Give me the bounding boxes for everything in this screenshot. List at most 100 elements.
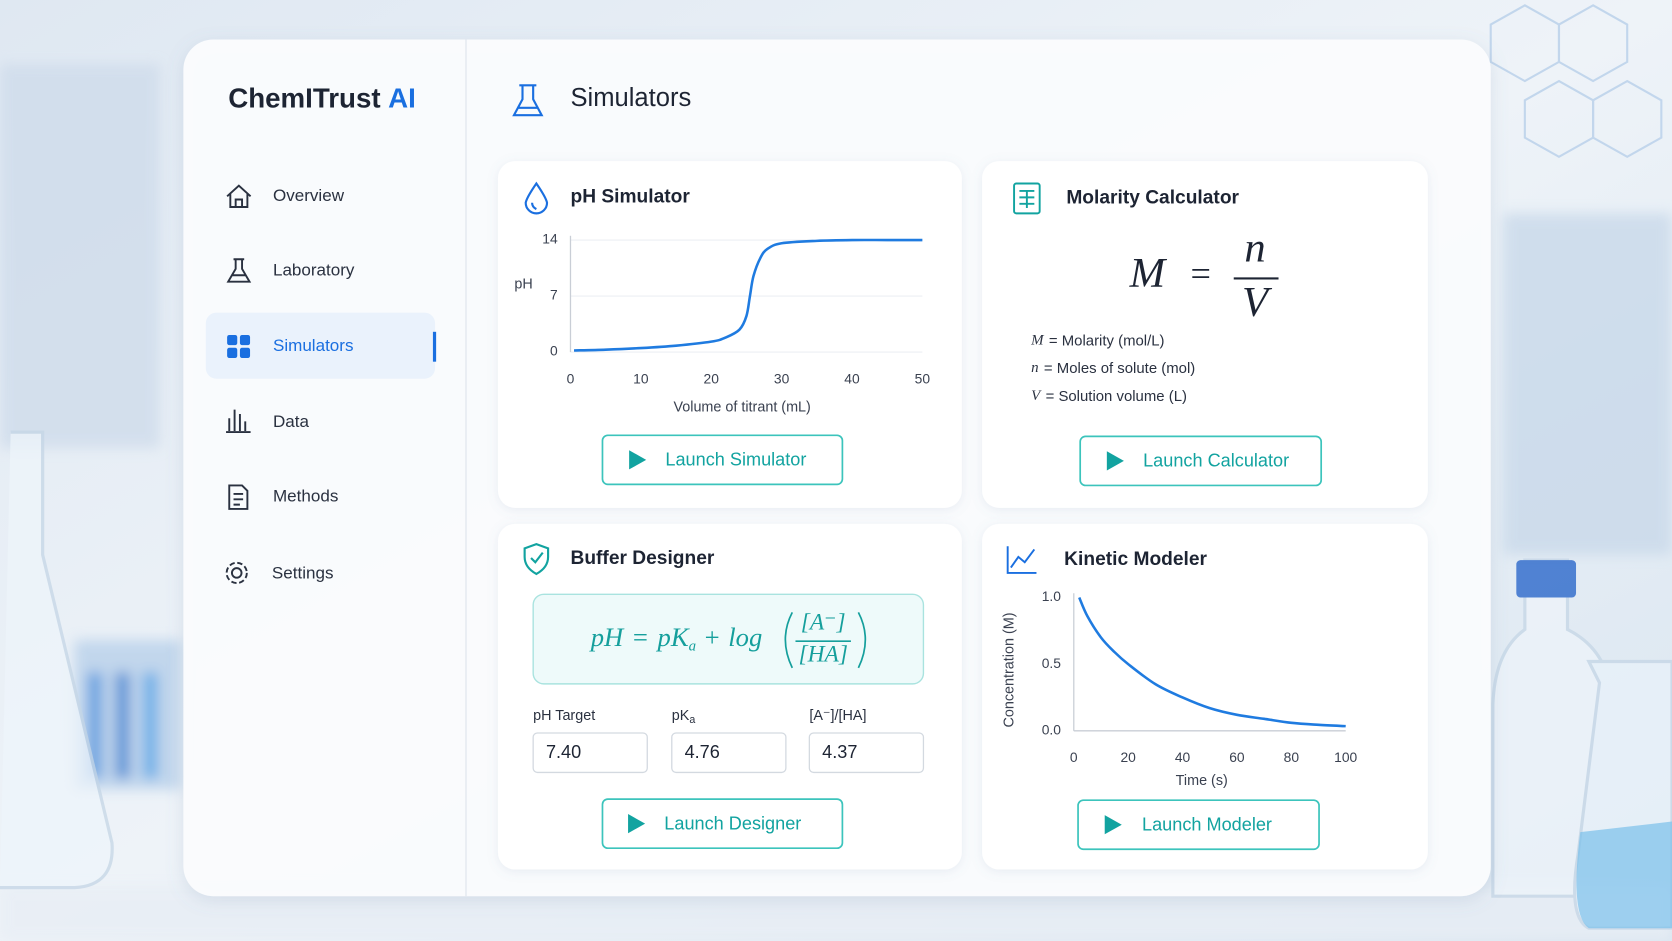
nav-label: Settings [272,563,334,582]
formula-denominator: V [1242,279,1273,326]
field-label: pH Target [533,708,595,724]
y-tick-label: 14 [542,231,558,247]
card-icon [1006,546,1037,574]
definition-symbol: M [1030,333,1045,349]
input-value: 4.76 [685,742,720,762]
brand: ChemITrust AI [228,83,416,114]
formula-symbol: M [1129,250,1168,297]
button-label: Launch Modeler [1142,815,1272,835]
nav-item[interactable]: Simulators [205,312,437,379]
card-title: Kinetic Modeler [1064,549,1207,570]
definition-symbol: n [1031,361,1038,377]
input-value: 4.37 [822,742,857,762]
brand-name: ChemITrust [228,83,380,114]
formula-term: log [728,622,762,652]
button-label: Launch Calculator [1143,451,1289,471]
hexagon-decor [1489,4,1663,159]
formula-denominator: [HA] [798,642,848,668]
button[interactable]: Launch Modeler [1077,799,1320,851]
x-tick-label: 0 [567,370,575,386]
card-title: pH Simulator [570,186,690,207]
button-label: Launch Designer [664,814,801,834]
y-tick-label: 0.5 [1042,655,1062,671]
definition: M = Molarity (mol/L) [1030,332,1164,349]
definition: V = Solution volume (L) [1031,388,1187,405]
y-axis-label: Concentration (M) [1002,612,1018,727]
nav-item[interactable]: Overview [226,184,345,208]
active-highlight [205,312,436,379]
card-title: Molarity Calculator [1066,188,1239,209]
x-tick-label: 80 [1284,749,1300,765]
header-icon [512,84,544,117]
x-axis-label: Volume of titrant (mL) [673,399,810,415]
x-axis-label: Time (s) [1176,773,1228,789]
formula-operator: + [705,622,720,652]
x-tick-label: 20 [704,370,720,386]
field-label-text: pK [672,708,690,724]
nav-label: Data [273,412,310,431]
definition: n = Moles of solute (mol) [1031,360,1195,377]
button[interactable]: Launch Calculator [1079,435,1323,487]
card-icon [523,542,550,576]
x-tick-label: 0 [1070,749,1078,765]
card-icon [1013,182,1041,215]
nav-label: Laboratory [273,260,355,279]
nav-item[interactable]: Settings [225,561,334,585]
plot: 0 7 14 0 10 20 30 40 50 [542,231,930,387]
y-axis-label: pH [514,277,532,293]
button[interactable]: Launch Designer [601,798,844,850]
y-tick-label: 0.0 [1042,721,1062,737]
field-label: [A⁻]/[HA] [809,708,866,724]
input-field[interactable] [532,732,648,774]
button[interactable]: Launch Simulator [601,434,844,486]
nav-label: Methods [273,487,338,506]
y-tick-label: 0 [550,343,558,359]
brand-accent: AI [388,83,416,114]
x-tick-label: 30 [774,370,790,386]
field-label-subscript: a [689,714,695,726]
parentheses [784,612,867,669]
formula-subscript: a [689,639,696,655]
x-tick-label: 40 [1175,749,1191,765]
formula-numerator: [A⁻] [801,610,846,636]
x-tick-label: 40 [844,370,860,386]
flask-decor [0,430,1672,930]
data-line [573,238,923,352]
y-tick-label: 1.0 [1042,588,1062,604]
field-label-text: pH Target [533,708,595,724]
x-tick-label: 50 [915,370,931,386]
card-icon [524,181,549,215]
definition-symbol: V [1031,388,1042,404]
nav-label: Overview [273,186,345,205]
nav-label: Simulators [273,336,354,355]
nav-item[interactable]: Data [226,409,310,434]
x-tick-label: 10 [633,370,649,386]
fields: pH Target 7.40 pKa 4.76 [A⁻]/[HA] 4.37 [532,708,925,774]
page-title: Simulators [570,84,691,112]
definition-text: = Molarity (mol/L) [1049,332,1165,349]
definition-text: = Moles of solute (mol) [1044,360,1195,377]
input-field[interactable] [808,732,925,774]
formula: pH = pKa + log [589,622,763,655]
formula-term: pK [656,622,690,652]
formula-box [532,593,925,685]
field-label: pKa [672,708,696,726]
definitions: M = Molarity (mol/L) n = Moles of solute (m… [1030,332,1195,404]
input-field[interactable] [671,732,787,774]
nav-item[interactable]: Methods [228,484,338,510]
card [982,523,1428,870]
formula-operator: = [1190,254,1210,294]
button-label: Launch Simulator [665,450,806,470]
plot: 0.0 0.5 1.0 0 20 40 60 80 100 [1042,588,1358,765]
input-value: 7.40 [546,742,581,762]
card-title: Buffer Designer [570,548,714,569]
formula-numerator: n [1244,225,1265,272]
formula-term: pH [589,622,625,652]
x-tick-label: 100 [1334,749,1357,765]
formula-operator: = [633,622,648,652]
field-label-text: [A⁻]/[HA] [809,708,866,724]
x-tick-label: 60 [1229,749,1245,765]
card [982,161,1428,508]
definition-text: = Solution volume (L) [1046,388,1187,405]
nav-item[interactable]: Laboratory [226,258,355,283]
